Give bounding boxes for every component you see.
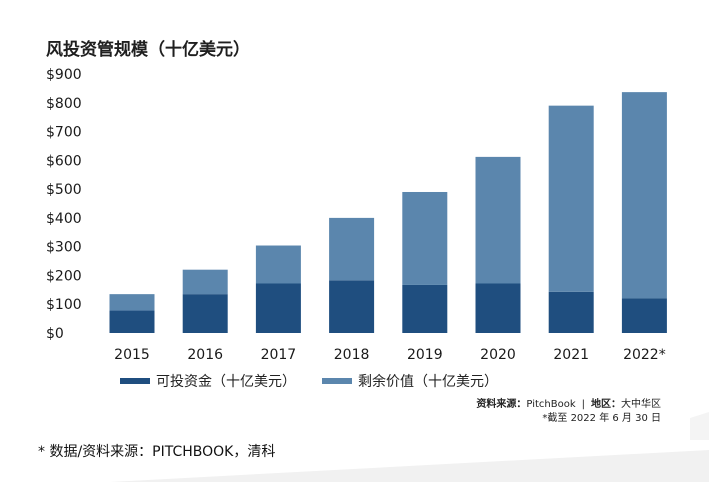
stacked-bar-chart: $0 $100 $200 $300 $400 $500 $600 $700 $800 $900 2…: [46, 67, 667, 363]
y-tick-label: $400: [46, 211, 82, 227]
source-value: PitchBook: [526, 399, 576, 410]
legend: 可投资金（十亿美元） 剩余价值（十亿美元）: [120, 371, 524, 391]
source-separator: |: [581, 399, 585, 410]
legend-item-invested: 可投资金（十亿美元）: [120, 371, 296, 391]
x-tick-label: 2018: [334, 347, 370, 363]
x-tick-label: 2020: [480, 347, 516, 363]
legend-label-invested: 可投资金（十亿美元）: [156, 374, 296, 390]
y-tick-label: $500: [46, 182, 82, 198]
x-tick-label: 2017: [261, 347, 297, 363]
bar-segment-invested: [329, 280, 375, 333]
footnote: * 数据/资料来源：PITCHBOOK，清科: [38, 444, 276, 460]
legend-label-remaining: 剩余价值（十亿美元）: [358, 374, 498, 390]
x-tick-label: 2022*: [623, 347, 666, 363]
y-tick-label: $800: [46, 96, 82, 112]
y-tick-label: $200: [46, 268, 82, 284]
region-value: 大中华区: [621, 399, 661, 410]
bar-segment-invested: [402, 284, 448, 333]
legend-swatch-remaining: [322, 378, 352, 384]
source-label: 资料来源：: [476, 399, 527, 410]
y-axis: $0 $100 $200 $300 $400 $500 $600 $700 $800 $900: [46, 67, 82, 342]
x-tick-label: 2016: [187, 347, 223, 363]
bar-segment-remaining: [329, 217, 375, 281]
bar-segment-invested: [182, 294, 228, 333]
bar-segment-remaining: [182, 269, 228, 295]
x-tick-label: 2021: [553, 347, 589, 363]
legend-item-remaining: 剩余价值（十亿美元）: [322, 371, 498, 391]
bar-segment-invested: [621, 298, 667, 333]
bar-segment-invested: [255, 283, 301, 333]
source-note: 资料来源：PitchBook | 地区：大中华区 *截至 2022 年 6 月 30…: [476, 398, 661, 426]
y-tick-label: $0: [46, 326, 64, 342]
bar-segment-remaining: [548, 105, 594, 292]
bar-segment-remaining: [621, 92, 667, 299]
y-tick-label: $600: [46, 153, 82, 169]
bars: [109, 92, 667, 333]
bar-segment-remaining: [109, 294, 155, 311]
y-tick-label: $700: [46, 125, 82, 141]
source-line: 资料来源：PitchBook | 地区：大中华区: [476, 398, 661, 412]
bar-segment-invested: [475, 283, 521, 333]
bar-segment-invested: [548, 291, 594, 333]
y-tick-label: $900: [46, 67, 82, 83]
bar-segment-remaining: [255, 245, 301, 284]
bar-segment-remaining: [402, 191, 448, 285]
region-label: 地区：: [591, 399, 621, 410]
y-tick-label: $100: [46, 297, 82, 313]
bar-segment-invested: [109, 310, 155, 333]
x-axis: 2015 2016 2017 2018 2019 2020 2021 2022*: [114, 347, 666, 363]
x-tick-label: 2015: [114, 347, 150, 363]
legend-swatch-invested: [120, 378, 150, 384]
x-tick-label: 2019: [407, 347, 443, 363]
chart-title: 风投资管规模（十亿美元）: [46, 40, 250, 60]
y-tick-label: $300: [46, 240, 82, 256]
date-note: *截至 2022 年 6 月 30 日: [542, 413, 661, 424]
bar-segment-remaining: [475, 156, 521, 284]
